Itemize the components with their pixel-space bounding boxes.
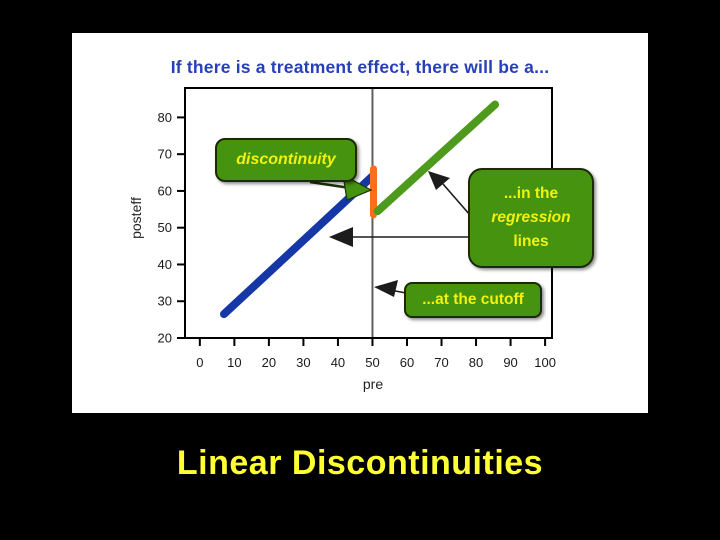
y-axis-label: posteff: [128, 197, 144, 239]
x-tick-label: 20: [262, 355, 276, 370]
regression-callout-line3: lines: [513, 233, 549, 250]
slide-caption: Linear Discontinuities: [176, 444, 544, 482]
cutoff-callout-text: ...at the cutoff: [422, 291, 524, 308]
x-tick-label: 70: [434, 355, 448, 370]
x-tick-label: 0: [196, 355, 203, 370]
x-axis-label: pre: [363, 376, 383, 392]
regression-lines-callout: ...in the regression lines: [468, 168, 594, 268]
x-tick-label: 100: [534, 355, 556, 370]
regression-callout-line2: regression: [491, 208, 571, 226]
arrow-to-treatment-line-head: [428, 171, 450, 190]
y-tick-label: 20: [158, 331, 172, 346]
x-tick-label: 50: [365, 355, 379, 370]
y-tick-label: 80: [158, 110, 172, 125]
arrow-to-cutoff-head: [374, 280, 398, 297]
cutoff-callout: ...at the cutoff: [404, 282, 542, 318]
y-tick-label: 30: [158, 294, 172, 309]
y-tick-label: 50: [158, 220, 172, 235]
y-tick-label: 70: [158, 147, 172, 162]
arrow-to-control-line-head: [329, 227, 353, 247]
discontinuity-arrow-shaft: [309, 180, 351, 190]
x-tick-label: 60: [400, 355, 414, 370]
chart-panel: If there is a treatment effect, there wi…: [72, 33, 648, 413]
regression-discontinuity-plot: 0 10 20 30 40 50 60 70 80 90 100 20 30 40 50 60 70 80 pre p…: [128, 87, 556, 392]
y-tick-label: 40: [158, 257, 172, 272]
x-tick-label: 80: [469, 355, 483, 370]
x-tick-label: 10: [227, 355, 241, 370]
discontinuity-callout-text: discontinuity: [236, 151, 336, 168]
x-tick-label: 30: [296, 355, 310, 370]
chart-title: If there is a treatment effect, there wi…: [170, 57, 550, 77]
regression-callout-line1: ...in the: [503, 184, 559, 202]
x-tick-label: 40: [331, 355, 345, 370]
arrow-to-treatment-line-shaft: [442, 183, 471, 216]
discontinuity-callout: discontinuity: [215, 138, 357, 182]
treatment-regression-line: [373, 100, 500, 216]
y-tick-label: 60: [158, 183, 172, 198]
x-tick-label: 90: [503, 355, 517, 370]
